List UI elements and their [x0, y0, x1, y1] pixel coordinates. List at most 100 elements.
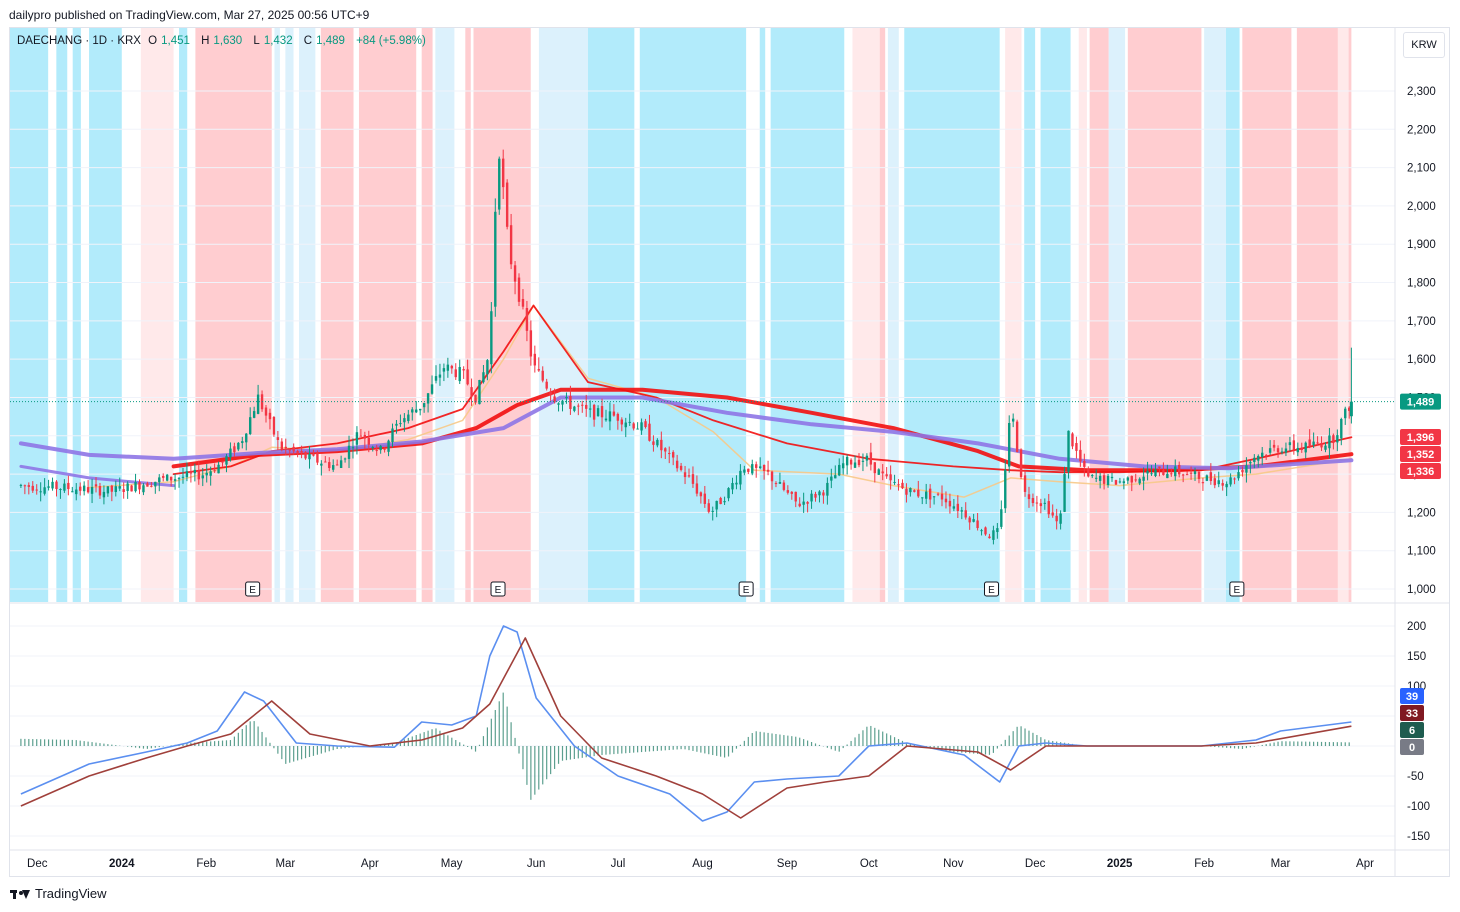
candle-body — [1261, 452, 1264, 457]
candle-body — [47, 486, 50, 488]
candle-body — [921, 497, 924, 499]
macd-axis-tick: 150 — [1407, 651, 1426, 663]
background-band — [140, 28, 174, 602]
candle-body — [185, 471, 189, 478]
candle-body — [1098, 475, 1102, 481]
candle-body — [268, 412, 272, 420]
background-band — [435, 28, 455, 602]
candle-body — [1349, 401, 1353, 417]
candle-body — [248, 417, 252, 434]
candle-body — [138, 482, 141, 490]
earnings-marker: E — [1234, 585, 1241, 596]
candle-body — [1011, 418, 1015, 422]
candle-body — [1193, 471, 1197, 475]
candle-body — [39, 491, 42, 493]
candle-body — [1142, 476, 1145, 481]
background-band — [887, 28, 899, 602]
candle-body — [818, 491, 821, 496]
candle-body — [316, 453, 319, 463]
candle-body — [418, 408, 422, 411]
candle-body — [367, 437, 370, 445]
candle-body — [1237, 472, 1240, 479]
candle-body — [339, 460, 343, 469]
candle-body — [924, 491, 928, 499]
candle-body — [474, 394, 477, 403]
candle-body — [940, 493, 944, 500]
candle-body — [347, 445, 351, 459]
background-band — [1024, 28, 1036, 602]
candle-body — [51, 481, 54, 489]
candle-body — [988, 536, 991, 539]
candle-body — [687, 475, 691, 477]
candle-body — [1008, 422, 1011, 467]
candle-body — [19, 484, 23, 486]
candle-body — [1213, 478, 1216, 486]
candle-body — [751, 464, 754, 474]
grid-lines — [10, 28, 1449, 876]
candle-body — [1201, 482, 1205, 484]
time-axis-tick: Feb — [1194, 858, 1214, 870]
candle-body — [675, 460, 679, 469]
candle-body — [1340, 419, 1343, 439]
candle-body — [407, 414, 410, 422]
candle-body — [391, 428, 394, 442]
candle-body — [596, 408, 600, 417]
candle-body — [841, 463, 845, 469]
candle-body — [893, 481, 896, 483]
candle-body — [743, 469, 746, 473]
candle-body — [1280, 451, 1284, 453]
candle-body — [189, 471, 193, 474]
earnings-marker-box — [738, 581, 754, 597]
candle-body — [134, 481, 137, 492]
candle-body — [371, 446, 374, 449]
candle-body — [1272, 444, 1276, 448]
candle-body — [1328, 435, 1331, 449]
candle-body — [877, 469, 880, 475]
candle-body — [71, 491, 74, 493]
time-axis-tick: Jul — [611, 858, 626, 870]
macd-axis-tick: -150 — [1407, 831, 1430, 843]
candle-body — [620, 419, 623, 425]
background-band — [1337, 28, 1349, 602]
background-band — [587, 28, 635, 602]
candle-body — [612, 411, 616, 416]
time-axis-tick: Oct — [860, 858, 879, 870]
candle-body — [415, 409, 418, 413]
candle-body — [798, 503, 801, 507]
time-axis-tick: Dec — [27, 858, 48, 870]
candle-body — [616, 413, 620, 421]
candle-body — [1015, 421, 1019, 452]
legend-close: 1,489 — [316, 35, 345, 47]
candle-body — [1039, 503, 1043, 507]
publisher-header: dailypro published on TradingView.com, M… — [9, 8, 370, 22]
candle-body — [1308, 439, 1311, 447]
earnings-marker: E — [743, 585, 750, 596]
candle-body — [1071, 433, 1074, 447]
candle-body — [256, 394, 260, 414]
candle-body — [513, 265, 517, 282]
candle-body — [470, 387, 473, 396]
candle-body — [565, 397, 568, 399]
candle-body — [308, 453, 311, 460]
candle-body — [229, 448, 232, 458]
candle-body — [1268, 448, 1272, 453]
candle-body — [59, 489, 62, 491]
candle-body — [126, 483, 129, 491]
tradingview-footer[interactable]: TradingView — [10, 886, 107, 901]
candle-body — [1245, 465, 1248, 473]
candle-body — [545, 381, 548, 389]
price-axis-tick: 1,800 — [1407, 278, 1436, 290]
macd-value-label-bg — [1400, 705, 1424, 721]
candle-body — [482, 372, 485, 383]
legend-low-label: L — [253, 35, 260, 47]
currency-button[interactable]: KRW — [1403, 32, 1445, 58]
symbol-legend[interactable]: DAECHANG · 1D · KRX O 1,451 H 1,630 L 1,432… — [17, 35, 430, 47]
candle-body — [822, 492, 825, 496]
time-axis-tick: Jun — [527, 858, 546, 870]
candle-body — [1300, 447, 1303, 450]
candle-body — [328, 462, 331, 469]
candle-body — [1324, 445, 1327, 450]
candle-body — [1134, 479, 1137, 481]
